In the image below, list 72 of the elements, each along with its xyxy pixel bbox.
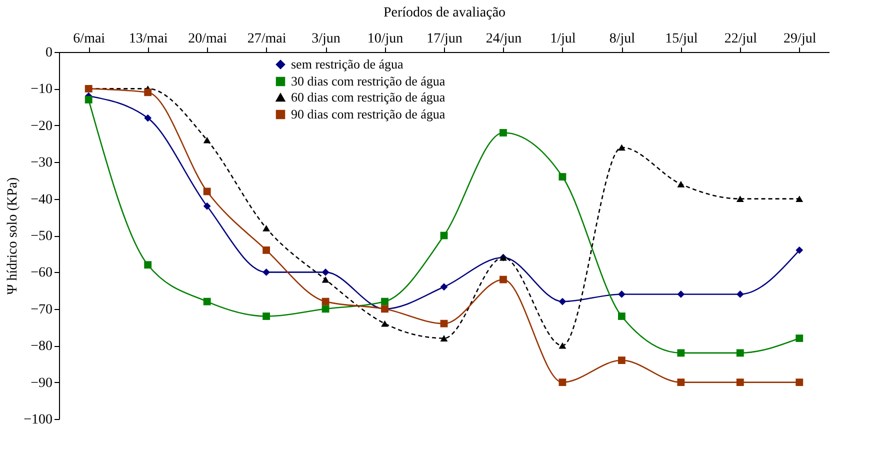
point	[618, 290, 626, 298]
y-tick-label: −60	[30, 266, 52, 281]
point	[84, 96, 92, 104]
x-tick-label: 1/jul	[550, 32, 576, 46]
point	[500, 276, 507, 284]
x-tick-label: 29/jul	[784, 32, 816, 46]
y-tick-label: −30	[30, 156, 52, 171]
point	[440, 335, 448, 342]
point	[381, 320, 388, 327]
point	[322, 276, 330, 283]
point	[796, 378, 804, 386]
point	[796, 246, 804, 254]
point	[558, 342, 566, 349]
x-tick-label: 15/jul	[665, 32, 698, 46]
point	[677, 290, 685, 298]
point	[440, 320, 448, 328]
point	[736, 290, 744, 298]
legend-label: sem restrição de água	[291, 56, 404, 72]
point	[262, 268, 270, 276]
point	[144, 114, 152, 122]
y-tick-label: −20	[30, 118, 52, 134]
point	[558, 173, 566, 180]
point	[203, 202, 211, 210]
point	[677, 378, 685, 386]
point	[500, 129, 507, 136]
point	[558, 378, 566, 386]
y-tick-label: −50	[30, 229, 52, 244]
x-tick-label: 10/jun	[367, 32, 404, 46]
point	[440, 283, 448, 291]
point	[203, 136, 211, 144]
legend-label: 30 dias com restrição de água	[291, 74, 446, 88]
point	[262, 246, 270, 254]
y-tick-label: 0	[46, 46, 52, 60]
point	[322, 298, 330, 306]
x-tick-label: 20/mai	[188, 32, 228, 46]
point	[736, 196, 744, 202]
y-tick-label: −100	[24, 412, 52, 428]
x-tick-label: 8/jul	[609, 32, 636, 46]
x-tick-label: 13/mai	[128, 32, 168, 46]
point	[618, 312, 626, 320]
legend-label: 60 dias com restrição de água	[291, 90, 446, 104]
y-tick-label: −80	[30, 339, 52, 354]
point	[558, 298, 566, 306]
point	[677, 180, 685, 188]
y-tick-label: −40	[30, 192, 52, 208]
y-tick-label: −70	[30, 302, 52, 318]
y-tick-label: −90	[30, 376, 52, 391]
x-tick-label: 3/jun	[312, 32, 340, 46]
point	[618, 144, 626, 151]
y-axis-title: Ψ hídrico solo (KPa)	[6, 177, 21, 295]
x-tick-label: 24/jun	[486, 32, 522, 46]
legend-label: 90 dias com restrição de água	[291, 106, 446, 122]
x-tick-label: 22/jul	[724, 32, 758, 46]
point	[203, 298, 211, 306]
point	[677, 349, 685, 357]
point	[262, 224, 270, 232]
point	[736, 378, 744, 386]
x-tick-label: 6/mai	[73, 32, 106, 46]
point	[144, 261, 152, 269]
point	[262, 312, 270, 320]
point	[796, 196, 804, 202]
x-axis-title: Períodos de avaliação	[383, 6, 506, 20]
point	[618, 356, 626, 364]
x-tick-label: 17/jun	[426, 32, 462, 46]
point	[144, 88, 152, 96]
point	[736, 349, 744, 357]
y-tick-label: −10	[30, 82, 52, 98]
point	[381, 298, 388, 306]
point	[796, 334, 804, 342]
x-tick-label: 27/mai	[247, 32, 286, 46]
point	[203, 188, 211, 196]
point	[322, 268, 330, 276]
